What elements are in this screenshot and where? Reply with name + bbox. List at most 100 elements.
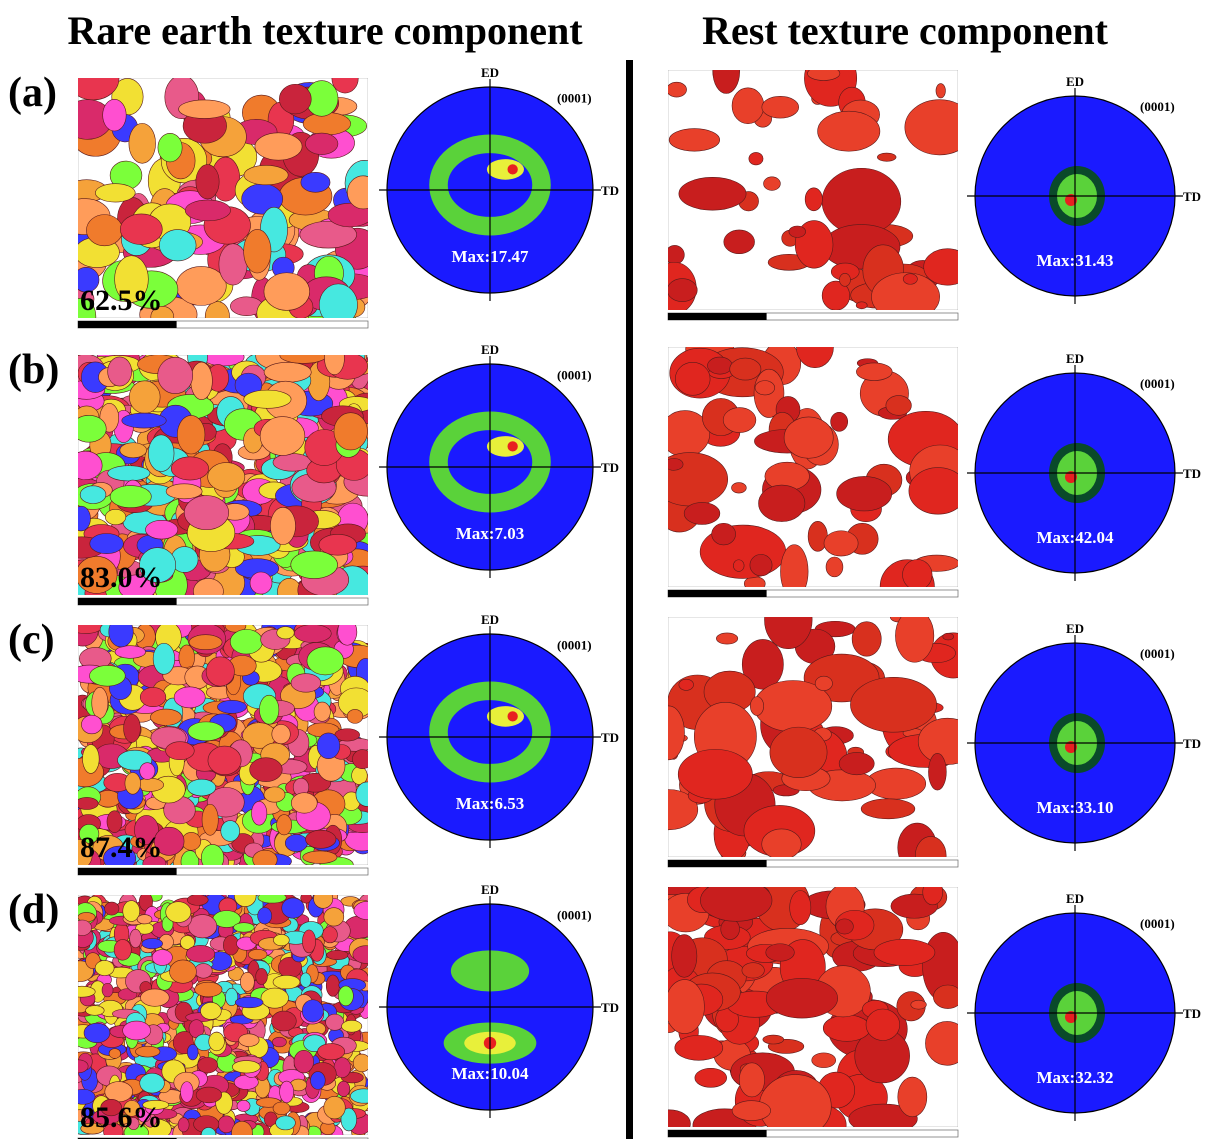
- grain: [762, 96, 799, 118]
- grain: [678, 749, 752, 799]
- grain: [732, 1101, 771, 1121]
- grain: [273, 975, 300, 989]
- grain: [137, 915, 152, 924]
- grain: [264, 787, 285, 802]
- grain: [764, 177, 781, 191]
- grain: [109, 1049, 121, 1059]
- row-label: (d): [8, 887, 59, 933]
- grain: [886, 396, 912, 416]
- grain: [123, 1021, 151, 1040]
- grain: [928, 753, 946, 790]
- grain: [120, 443, 147, 458]
- grain: [187, 779, 215, 796]
- scale-bar: [668, 313, 767, 320]
- grain: [102, 983, 113, 997]
- grain: [903, 274, 917, 285]
- header: Rare earth texture component: [67, 8, 583, 53]
- grain: [294, 625, 331, 643]
- grain: [244, 390, 291, 408]
- grain: [291, 793, 317, 813]
- grain: [815, 676, 832, 690]
- grain: [770, 727, 827, 778]
- grain: [174, 687, 205, 708]
- pole-label: ED: [481, 882, 499, 897]
- figure: Rare earth texture component Rest textur…: [0, 0, 1209, 1139]
- grain: [95, 960, 114, 975]
- grain: [856, 363, 892, 381]
- grain: [184, 496, 228, 530]
- grain: [208, 746, 241, 775]
- fraction-label: 85.6%: [80, 1101, 163, 1134]
- grain: [310, 1072, 325, 1090]
- grain: [877, 153, 896, 161]
- grain: [943, 633, 954, 640]
- grain: [733, 560, 744, 572]
- grain: [665, 245, 684, 264]
- scale-bar: [78, 321, 177, 328]
- grain: [178, 1118, 189, 1132]
- grain: [124, 714, 141, 742]
- grain: [305, 133, 338, 154]
- grain: [759, 485, 805, 521]
- micro-map: [652, 50, 975, 321]
- fraction-label: 87.4%: [80, 831, 163, 864]
- grain: [342, 1020, 362, 1032]
- pole-label: ED: [481, 65, 499, 80]
- grain: [89, 665, 125, 686]
- row-label: (c): [8, 617, 55, 663]
- grain: [115, 646, 145, 659]
- grain: [158, 133, 182, 162]
- grain: [326, 1014, 344, 1030]
- grain: [108, 466, 150, 481]
- grain: [784, 417, 833, 458]
- grain: [672, 935, 697, 978]
- grain: [273, 934, 289, 945]
- pole-label: ED: [1066, 891, 1084, 906]
- grain: [723, 408, 756, 433]
- peak: [508, 711, 518, 721]
- max-label: Max:31.43: [1037, 251, 1114, 270]
- grain: [264, 362, 311, 382]
- grain: [314, 702, 330, 721]
- grain: [186, 945, 214, 962]
- grain: [75, 797, 98, 809]
- grain: [695, 1068, 727, 1087]
- grain: [724, 230, 755, 254]
- grain: [277, 627, 295, 639]
- pole-label: TD: [601, 1000, 619, 1015]
- grain: [152, 950, 172, 966]
- grain: [665, 980, 704, 1034]
- grain: [306, 830, 336, 848]
- grain: [732, 88, 764, 124]
- grain: [110, 486, 151, 508]
- grain: [282, 898, 305, 918]
- grain: [179, 100, 231, 119]
- fraction-label: 83.0%: [80, 561, 163, 594]
- grain: [824, 531, 858, 556]
- grain: [721, 919, 740, 940]
- grain: [145, 520, 177, 539]
- scale-bar: [668, 590, 767, 597]
- grain: [129, 123, 156, 163]
- grain: [206, 657, 234, 686]
- grain: [261, 988, 289, 1008]
- grain: [790, 891, 811, 925]
- peak: [508, 164, 518, 174]
- grain: [279, 84, 311, 114]
- grain: [125, 772, 141, 794]
- grain: [264, 273, 310, 311]
- grain: [148, 435, 174, 472]
- grain: [171, 457, 208, 480]
- grain: [302, 1000, 323, 1022]
- grain: [852, 622, 881, 657]
- grain: [294, 1050, 314, 1073]
- grain: [255, 133, 302, 160]
- grain: [273, 1102, 290, 1115]
- grain: [324, 908, 344, 926]
- grain: [303, 112, 351, 134]
- grain: [324, 1096, 346, 1119]
- grain: [276, 1116, 296, 1130]
- grain: [317, 733, 340, 759]
- grain: [291, 674, 321, 692]
- grain: [675, 1035, 723, 1060]
